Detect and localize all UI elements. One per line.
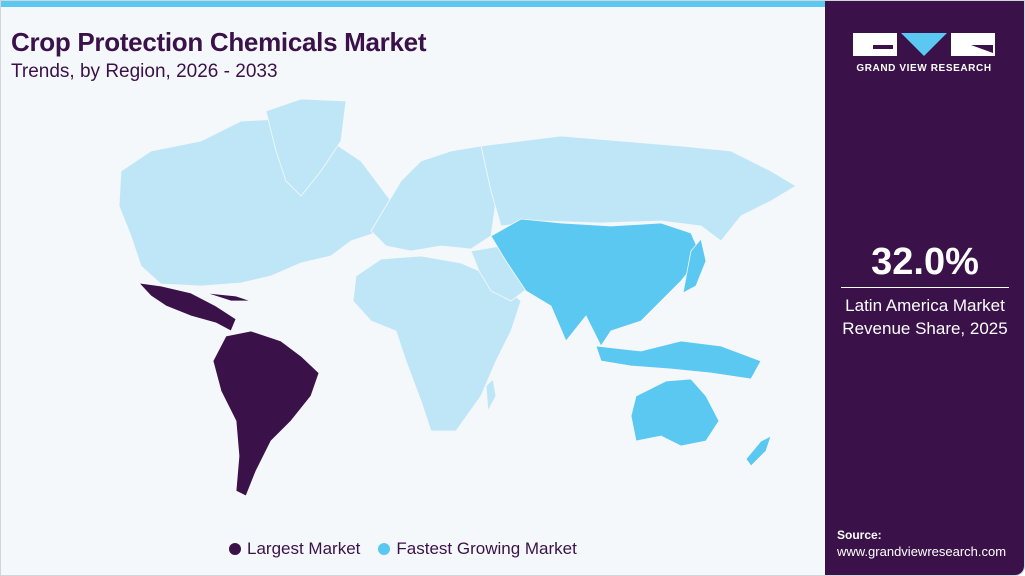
legend-label: Fastest Growing Market — [396, 539, 577, 558]
gvr-logo-icon — [853, 33, 995, 56]
region-latin-america — [137, 282, 237, 332]
region-madagascar — [485, 378, 497, 413]
brand-logo: GRAND VIEW RESEARCH — [853, 31, 995, 74]
region-southeast-asia-islands — [595, 340, 762, 380]
region-europe — [370, 145, 502, 252]
stat-label: Latin America Market Revenue Share, 2025 — [825, 294, 1024, 340]
stat-value: 32.0% — [871, 241, 979, 283]
region-asia-pacific — [490, 218, 702, 347]
stat-label-line1: Latin America Market — [845, 296, 1005, 315]
accent-bar — [1, 1, 825, 7]
world-map — [118, 98, 797, 497]
brand-name: GRAND VIEW RESEARCH — [856, 63, 992, 74]
source-heading: Source: — [837, 528, 882, 542]
side-panel: GRAND VIEW RESEARCH 32.0% Latin America … — [825, 1, 1024, 575]
page-subtitle: Trends, by Region, 2026 - 2033 — [11, 61, 278, 82]
region-north-america — [118, 118, 402, 287]
source-url[interactable]: www.grandviewresearch.com — [837, 544, 1007, 559]
map-legend: Largest Market Fastest Growing Market — [229, 539, 577, 559]
fastest-growing-dot-icon — [378, 543, 391, 555]
region-south-america — [212, 330, 320, 497]
region-japan — [682, 238, 707, 294]
region-caribbean — [205, 292, 252, 302]
legend-item-largest: Largest Market — [229, 539, 360, 559]
largest-market-dot-icon — [229, 543, 241, 555]
stat-label-line2: Revenue Share, 2025 — [842, 319, 1008, 338]
region-new-zealand — [745, 435, 772, 467]
region-australia — [630, 378, 720, 447]
legend-item-fastest: Fastest Growing Market — [378, 539, 577, 559]
page-title: Crop Protection Chemicals Market — [11, 27, 427, 57]
legend-label: Largest Market — [247, 539, 361, 558]
region-africa — [352, 255, 522, 432]
divider — [841, 287, 1009, 288]
region-greenland — [265, 98, 347, 197]
